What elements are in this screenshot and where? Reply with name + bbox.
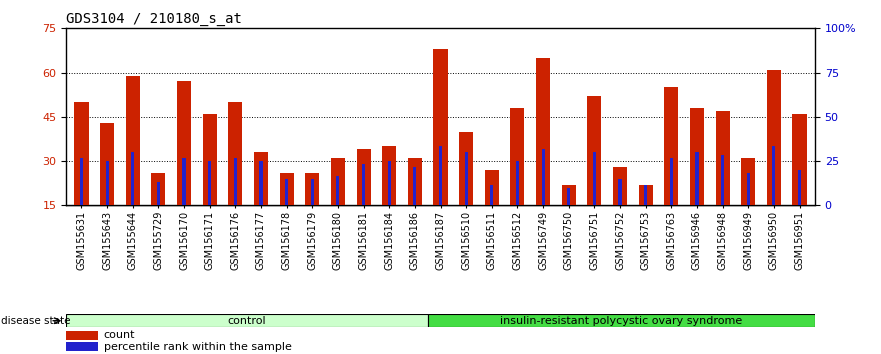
Text: percentile rank within the sample: percentile rank within the sample [104,342,292,352]
Bar [542,149,544,205]
Bar [593,152,596,205]
Text: GSM156511: GSM156511 [487,211,497,270]
Bar [798,170,801,205]
Bar [439,146,442,205]
Text: GSM156948: GSM156948 [718,211,728,270]
Bar [747,173,750,205]
Text: GSM156179: GSM156179 [307,211,317,270]
Text: count: count [104,330,136,340]
Bar [766,70,781,205]
Bar [510,108,524,205]
Text: GSM156951: GSM156951 [795,211,804,270]
Text: GSM156186: GSM156186 [410,211,420,270]
Bar [177,81,191,205]
Bar [131,152,134,205]
Bar [773,146,775,205]
Bar [408,158,422,205]
Bar [331,158,345,205]
Bar [362,164,365,205]
Text: GSM156180: GSM156180 [333,211,343,270]
Bar [715,111,729,205]
Text: disease state: disease state [1,316,70,326]
Bar [536,58,550,205]
Text: GSM155631: GSM155631 [77,211,86,270]
Bar [337,176,339,205]
Text: GSM156512: GSM156512 [513,211,522,270]
Text: GSM156178: GSM156178 [282,211,292,270]
Text: GSM156753: GSM156753 [640,211,651,270]
Bar [618,179,622,205]
Text: insulin-resistant polycystic ovary syndrome: insulin-resistant polycystic ovary syndr… [500,316,743,326]
Bar [690,108,704,205]
Bar [388,161,391,205]
Bar [664,87,678,205]
Bar [279,173,293,205]
Bar [464,152,468,205]
Text: GSM155644: GSM155644 [128,211,137,270]
Bar [670,158,673,205]
Text: GSM156171: GSM156171 [204,211,215,270]
Bar [233,158,237,205]
Text: GSM155643: GSM155643 [102,211,112,270]
Bar [157,182,160,205]
Text: GSM156176: GSM156176 [230,211,241,270]
Text: GSM156946: GSM156946 [692,211,702,270]
Bar [80,158,83,205]
Text: control: control [227,316,266,326]
Bar [721,155,724,205]
Text: GSM156950: GSM156950 [769,211,779,270]
Text: GDS3104 / 210180_s_at: GDS3104 / 210180_s_at [66,12,242,26]
Text: GSM156949: GSM156949 [744,211,753,270]
Text: GSM156752: GSM156752 [615,211,625,270]
Bar [182,158,186,205]
Bar [427,314,815,327]
Bar [382,146,396,205]
Bar [66,331,98,339]
Bar [413,167,417,205]
Bar [106,161,108,205]
Bar [459,132,473,205]
Bar [152,173,166,205]
Bar [126,75,140,205]
Text: GSM156177: GSM156177 [256,211,266,270]
Bar [305,173,319,205]
Bar [208,161,211,205]
Bar [66,342,98,351]
Bar [203,114,217,205]
Text: GSM156750: GSM156750 [564,211,574,270]
Bar [485,170,499,205]
Bar [613,167,627,205]
Bar [66,314,427,327]
Text: GSM156751: GSM156751 [589,211,599,270]
Text: GSM156187: GSM156187 [435,211,446,270]
Bar [567,188,570,205]
Bar [100,123,115,205]
Bar [357,149,371,205]
Text: GSM156763: GSM156763 [666,211,677,270]
Text: GSM156181: GSM156181 [359,211,368,270]
Bar [516,161,519,205]
Bar [490,185,493,205]
Bar [433,49,448,205]
Bar [741,158,755,205]
Text: GSM155729: GSM155729 [153,211,163,270]
Bar [639,185,653,205]
Text: GSM156749: GSM156749 [538,211,548,270]
Bar [285,179,288,205]
Bar [74,102,88,205]
Bar [644,185,648,205]
Bar [695,152,699,205]
Bar [793,114,807,205]
Bar [259,161,263,205]
Bar [562,185,576,205]
Text: GSM156170: GSM156170 [179,211,189,270]
Bar [588,96,602,205]
Bar [228,102,242,205]
Text: GSM156184: GSM156184 [384,211,394,270]
Bar [254,152,268,205]
Bar [311,179,314,205]
Text: GSM156510: GSM156510 [461,211,471,270]
